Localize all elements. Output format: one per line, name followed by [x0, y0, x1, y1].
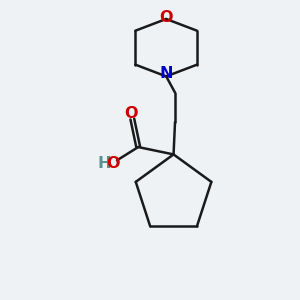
Text: H: H [97, 156, 110, 171]
Text: N: N [159, 66, 173, 81]
Text: O: O [107, 156, 120, 171]
Text: O: O [159, 10, 173, 25]
Text: O: O [124, 106, 138, 121]
